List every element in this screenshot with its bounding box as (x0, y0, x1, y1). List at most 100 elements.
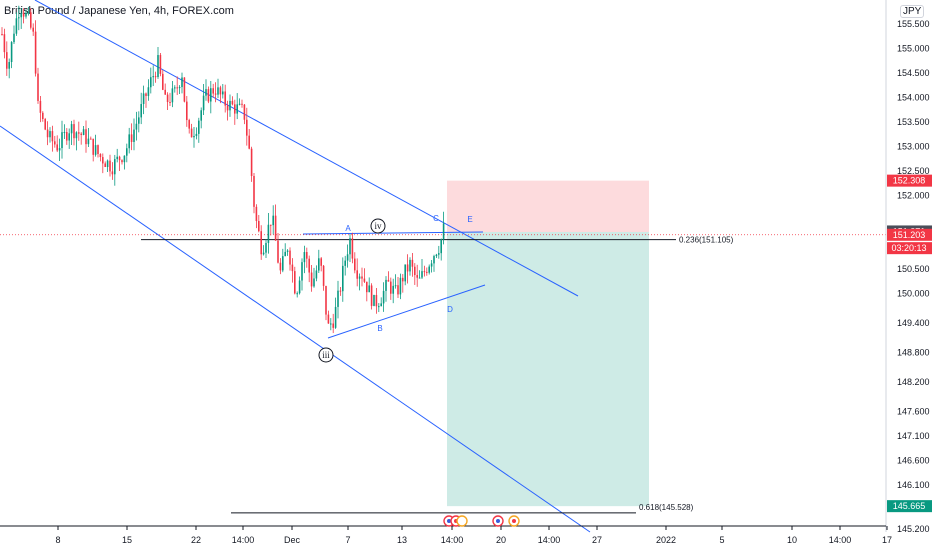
candle-body (346, 254, 349, 261)
candle-body (349, 238, 351, 255)
candle-body (27, 12, 30, 14)
candle-body (58, 148, 61, 151)
price-tick-label: 147.600 (897, 406, 930, 416)
upper-channel-line[interactable] (34, 0, 579, 297)
wave-label[interactable]: A (345, 224, 351, 233)
candle-body (267, 224, 270, 243)
candle-body (310, 272, 313, 287)
wave-label[interactable]: B (377, 324, 382, 333)
candle-body (411, 259, 414, 267)
candle-body (210, 88, 212, 102)
candle-body (435, 254, 438, 257)
candle-body (97, 145, 99, 155)
candle-body (128, 134, 130, 149)
candle-body (186, 101, 188, 121)
time-tick-label: 14:00 (232, 535, 255, 545)
candle-body (109, 160, 111, 172)
candle-body (262, 252, 265, 255)
triangle-lower-line[interactable] (327, 284, 486, 339)
price-tick-label: 155.000 (897, 44, 930, 54)
candle-body (416, 275, 418, 278)
fib-label: 0.236(151.105) (679, 236, 734, 245)
candle-body (85, 129, 87, 145)
candle-body (315, 270, 318, 279)
candle-body (106, 160, 109, 168)
triangle-upper-line[interactable] (302, 231, 484, 235)
candle-body (32, 27, 34, 32)
wave-circle-label[interactable]: iii (322, 350, 330, 360)
candle-body (140, 103, 142, 118)
candle-body (248, 135, 250, 149)
candle-body (402, 277, 404, 282)
candle-body (1, 34, 3, 36)
candle-body (390, 281, 392, 294)
candle-body (34, 31, 37, 74)
candle-body (418, 277, 421, 279)
candle-body (246, 119, 248, 136)
event-flag-icon[interactable] (456, 515, 468, 527)
candle-body (94, 145, 97, 155)
candle-body (214, 93, 217, 95)
candle-body (56, 144, 58, 151)
candle-body (296, 293, 298, 295)
candle-body (286, 250, 289, 252)
price-tick-label: 152.000 (897, 191, 930, 201)
time-tick-label: Dec (284, 535, 301, 545)
candle-body (428, 266, 430, 273)
candle-body (188, 120, 190, 129)
candle-body (54, 141, 56, 145)
candle-body (229, 100, 231, 111)
take-profit-zone[interactable] (447, 231, 649, 507)
price-tick-label: 149.400 (897, 318, 930, 328)
wave-circle-label[interactable]: iv (374, 221, 382, 231)
candle-body (99, 154, 102, 158)
candle-body (327, 314, 330, 324)
candle-body (195, 133, 198, 136)
lower-channel-line[interactable] (0, 125, 591, 533)
candle-body (178, 87, 181, 89)
candle-body (63, 132, 66, 134)
candle-body (426, 271, 428, 273)
price-tick-label: 146.600 (897, 455, 930, 465)
candle-body (147, 87, 150, 96)
wave-label[interactable]: D (447, 305, 453, 314)
candle-body (25, 12, 27, 17)
position-zones (447, 180, 649, 507)
candle-body (80, 133, 82, 135)
candle-body (279, 262, 282, 271)
candle-body (78, 132, 80, 134)
price-tick-label: 153.000 (897, 142, 930, 152)
price-tick-label: 147.100 (897, 431, 930, 441)
price-badge (887, 228, 932, 241)
candle-body (306, 252, 308, 259)
candle-body (404, 264, 406, 282)
candle-body (354, 258, 356, 271)
candle-body (284, 251, 286, 257)
time-tick-label: 15 (122, 535, 132, 545)
candle-body (332, 323, 334, 328)
wave-label[interactable]: C (433, 214, 439, 223)
price-tick-label: 150.500 (897, 264, 930, 274)
candle-body (126, 148, 128, 156)
candle-body (169, 101, 171, 103)
candle-body (121, 160, 123, 163)
candle-body (154, 76, 157, 78)
candle-body (49, 131, 51, 138)
candle-body (92, 138, 94, 155)
candle-body (174, 87, 176, 89)
candle-body (138, 117, 140, 124)
candle-body (236, 104, 238, 114)
candle-body (265, 242, 267, 253)
time-tick-label: 17 (882, 535, 892, 545)
candle-body (46, 129, 49, 138)
wave-label[interactable]: E (467, 215, 472, 224)
candle-body (282, 256, 284, 271)
candle-body (73, 124, 75, 139)
time-tick-label: 27 (592, 535, 602, 545)
stop-loss-zone[interactable] (447, 180, 649, 232)
candle-body (193, 135, 195, 138)
currency-badge[interactable]: JPY (900, 5, 925, 18)
candle-body (260, 231, 262, 255)
candle-body (162, 73, 164, 90)
